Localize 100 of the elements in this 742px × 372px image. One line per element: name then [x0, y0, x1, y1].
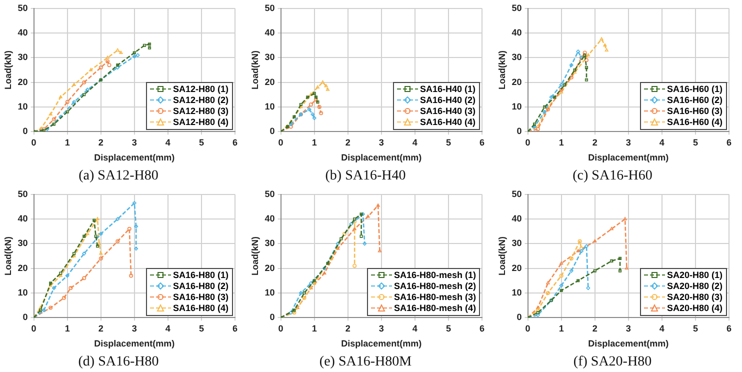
y-tick-label: 10: [264, 101, 275, 112]
point: [569, 63, 574, 68]
point: [543, 105, 546, 108]
x-tick-label: 5: [198, 323, 204, 334]
point: [92, 218, 96, 222]
x-tick-label: 6: [232, 137, 238, 148]
line-series: [34, 226, 134, 318]
point: [48, 306, 53, 310]
x-tick-label: 6: [232, 323, 238, 334]
point: [116, 64, 120, 67]
y-tick-label: 40: [18, 28, 28, 38]
y-tick-label: 10: [264, 287, 275, 298]
point: [326, 88, 330, 91]
point: [52, 286, 56, 290]
legend-label: SA16-H60 (3): [667, 106, 723, 117]
point: [576, 249, 580, 252]
x-axis-title: Displacement(mm): [341, 338, 422, 348]
x-tick-label: 1: [64, 323, 70, 334]
y-axis-title: Load(kN): [2, 236, 13, 276]
y-axis-title: Load(kN): [496, 236, 507, 276]
point: [52, 122, 56, 126]
legend-label: SA16-H80-mesh (4): [394, 302, 476, 314]
point: [362, 242, 367, 246]
x-axis-title: Displacement(mm): [94, 338, 175, 348]
point: [82, 234, 86, 238]
point: [353, 218, 356, 221]
line-series: [34, 42, 152, 132]
point: [132, 51, 136, 54]
line-series: [528, 244, 590, 318]
legend-label: SA16-H80 (1): [173, 270, 229, 281]
text: (e) SA16-H80M: [319, 354, 412, 370]
point: [536, 127, 540, 132]
point: [326, 262, 330, 265]
x-tick-label: 3: [378, 323, 384, 334]
point: [586, 286, 590, 290]
point: [58, 114, 63, 119]
point: [148, 46, 152, 50]
point: [317, 104, 322, 109]
line-series: [34, 48, 123, 132]
point: [82, 276, 86, 280]
y-tick-label: 50: [264, 188, 275, 199]
point: [600, 37, 604, 40]
text: (c) SA16-H60: [572, 168, 652, 184]
legend-label: SA16-H60 (4): [667, 116, 723, 128]
legend-label: SA20-H80 (1): [667, 270, 723, 281]
point: [72, 82, 76, 86]
x-tick-label: 3: [378, 137, 384, 148]
point: [352, 264, 357, 268]
point: [119, 50, 123, 54]
point: [132, 201, 136, 206]
point: [576, 50, 580, 54]
point: [292, 115, 296, 118]
x-tick-label: 1: [558, 137, 564, 148]
point: [536, 311, 540, 314]
point: [569, 268, 574, 273]
x-tick-label: 2: [592, 137, 598, 148]
point: [536, 313, 540, 318]
y-tick-label: 10: [18, 287, 28, 298]
y-tick-label: 30: [18, 238, 28, 248]
y-tick-label: 30: [264, 238, 275, 248]
point: [116, 48, 120, 52]
y-axis-title: Load(kN): [2, 50, 13, 90]
y-tick-label: 10: [512, 287, 522, 298]
y-tick-label: 40: [512, 214, 522, 224]
legend-label: SA20-H80 (4): [667, 302, 723, 314]
point: [58, 95, 62, 98]
point: [618, 269, 622, 272]
point: [98, 256, 103, 260]
x-tick-label: 1: [312, 137, 317, 148]
x-tick-label: 5: [692, 323, 698, 334]
x-tick-label: 4: [165, 137, 170, 148]
x-tick-label: 0: [525, 137, 530, 148]
y-tick-label: 30: [18, 52, 28, 62]
point: [302, 296, 306, 300]
y-tick-label: 50: [512, 188, 522, 199]
point: [559, 284, 564, 288]
legend-label: SA16-H40 (3): [420, 106, 476, 117]
point: [136, 53, 140, 58]
legend-label: SA12-H80 (4): [173, 116, 229, 128]
point: [45, 127, 50, 132]
point: [82, 80, 86, 84]
x-tick-label: 4: [659, 323, 664, 334]
y-tick-label: 20: [18, 76, 28, 87]
point: [307, 107, 312, 112]
legend-label: SA16-H80 (2): [173, 280, 229, 292]
text: (a) SA12-H80: [78, 168, 158, 184]
point: [302, 291, 306, 294]
point: [316, 100, 320, 104]
x-tick-label: 6: [479, 323, 485, 334]
line-series: [528, 256, 622, 318]
point: [336, 242, 340, 246]
point: [42, 308, 46, 312]
line-series: [528, 239, 584, 318]
point: [579, 249, 584, 254]
point: [546, 281, 550, 284]
point: [549, 95, 554, 100]
y-tick-label: 50: [18, 188, 28, 199]
point: [62, 296, 66, 300]
point: [38, 308, 42, 312]
text: (b) SA16-H40: [325, 168, 406, 184]
